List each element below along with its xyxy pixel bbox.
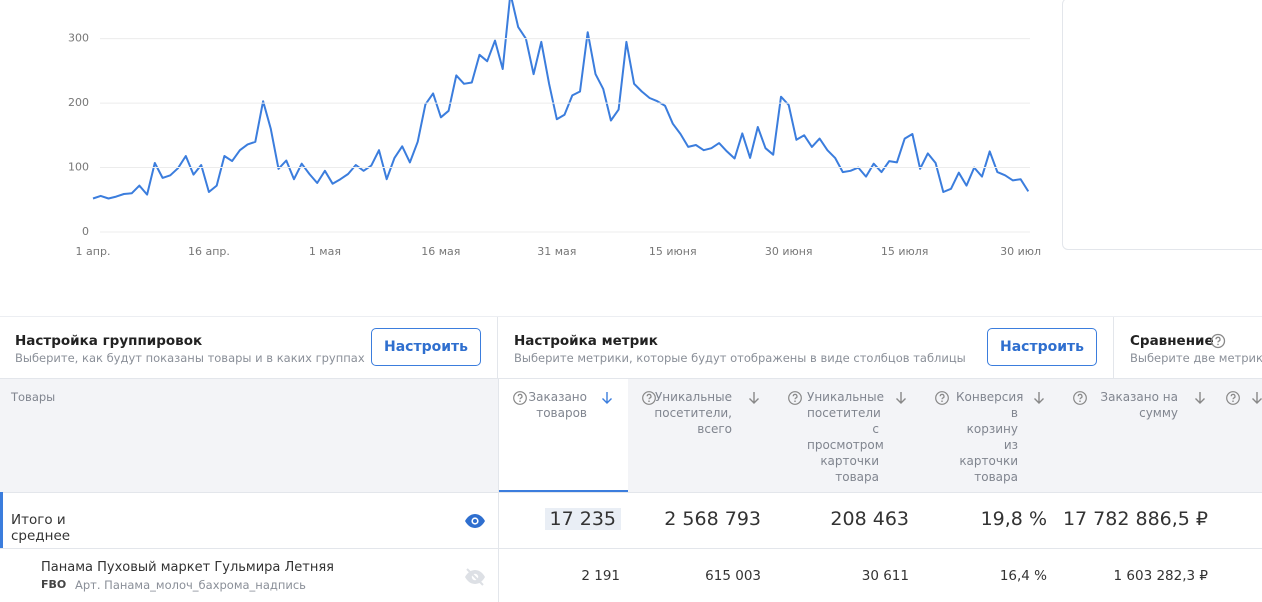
column-header[interactable]: Заказано товаров bbox=[528, 390, 587, 420]
divider bbox=[498, 492, 499, 602]
column-icons[interactable] bbox=[1226, 390, 1262, 406]
side-card bbox=[1062, 0, 1262, 250]
column-header[interactable]: Уникальные посетители с просмотром карто… bbox=[807, 390, 885, 484]
total-value: 17 235 bbox=[544, 508, 621, 530]
x-tick-label: 1 апр. bbox=[76, 245, 111, 258]
table-header: Товары bbox=[0, 379, 1262, 492]
column-header[interactable]: Конверсия в корзину из карточки товара bbox=[956, 390, 1024, 484]
x-tick-label: 30 июня bbox=[765, 245, 813, 258]
chart: 0 100 200 300 1 апр. 16 апр. 1 мая 16 мая 31 мая… bbox=[68, 0, 1041, 258]
comparison-title: Сравнение bbox=[1130, 333, 1214, 349]
x-tick-label: 30 июл bbox=[1000, 245, 1041, 258]
column-icons[interactable] bbox=[935, 390, 1046, 406]
product-article: Арт. Панама_молоч_бахрома_надпись bbox=[75, 578, 306, 592]
divider bbox=[497, 317, 498, 379]
total-value: 208 463 bbox=[830, 508, 909, 530]
column-icons[interactable] bbox=[513, 390, 614, 406]
eye-icon[interactable] bbox=[464, 512, 486, 530]
row-value: 30 611 bbox=[861, 568, 909, 584]
total-value: 2 568 793 bbox=[664, 508, 761, 530]
row-marker bbox=[0, 492, 3, 548]
column-icons[interactable] bbox=[642, 390, 761, 406]
help-icon[interactable] bbox=[1210, 333, 1226, 349]
comparison-subtitle: Выберите две метрики bbox=[1130, 351, 1262, 365]
x-tick-label: 15 июня bbox=[649, 245, 697, 258]
row-value: 1 603 282,3 ₽ bbox=[1113, 568, 1208, 584]
y-tick-label: 300 bbox=[68, 32, 89, 45]
total-value: 17 782 886,5 ₽ bbox=[1062, 508, 1208, 530]
header-products: Товары bbox=[11, 390, 56, 404]
x-tick-label: 16 апр. bbox=[188, 245, 230, 258]
x-tick-label: 31 мая bbox=[537, 245, 576, 258]
row-divider bbox=[0, 492, 1262, 493]
grouping-subtitle: Выберите, как будут показаны товары и в … bbox=[15, 351, 365, 365]
y-tick-label: 200 bbox=[68, 96, 89, 109]
x-tick-label: 1 мая bbox=[309, 245, 341, 258]
divider bbox=[1113, 317, 1114, 379]
row-value: 2 191 bbox=[581, 568, 620, 584]
metrics-title: Настройка метрик bbox=[514, 333, 658, 349]
plot bbox=[92, 0, 1030, 200]
row-value: 615 003 bbox=[705, 568, 761, 584]
line-series bbox=[92, 0, 1030, 200]
column-header[interactable]: Уникальные посетители, всего bbox=[654, 390, 732, 436]
metrics-button[interactable]: Настроить bbox=[987, 328, 1097, 366]
total-value: 19,8 % bbox=[980, 508, 1047, 530]
y-tick-label: 0 bbox=[82, 225, 89, 238]
divider bbox=[498, 379, 499, 492]
product-name[interactable]: Панама Пуховый маркет Гульмира Летняя bbox=[41, 560, 335, 575]
settings-strip: Настройка группировок Выберите, как буду… bbox=[0, 316, 1262, 379]
grouping-button[interactable]: Настроить bbox=[371, 328, 481, 366]
eye-off-icon[interactable] bbox=[464, 568, 486, 586]
column-icons[interactable] bbox=[788, 390, 908, 406]
product-tag: FBO bbox=[41, 578, 67, 591]
x-tick-label: 15 июля bbox=[881, 245, 929, 258]
row-value: 16,4 % bbox=[999, 568, 1047, 584]
y-tick-label: 100 bbox=[68, 161, 89, 174]
total-label: Итого и среднее bbox=[11, 512, 71, 544]
row-divider bbox=[0, 548, 1262, 549]
grouping-title: Настройка группировок bbox=[15, 333, 203, 349]
column-icons[interactable] bbox=[1073, 390, 1207, 406]
column-header[interactable]: Заказано на сумму bbox=[1100, 390, 1178, 420]
metrics-subtitle: Выберите метрики, которые будут отображе… bbox=[514, 351, 966, 365]
x-tick-label: 16 мая bbox=[421, 245, 460, 258]
